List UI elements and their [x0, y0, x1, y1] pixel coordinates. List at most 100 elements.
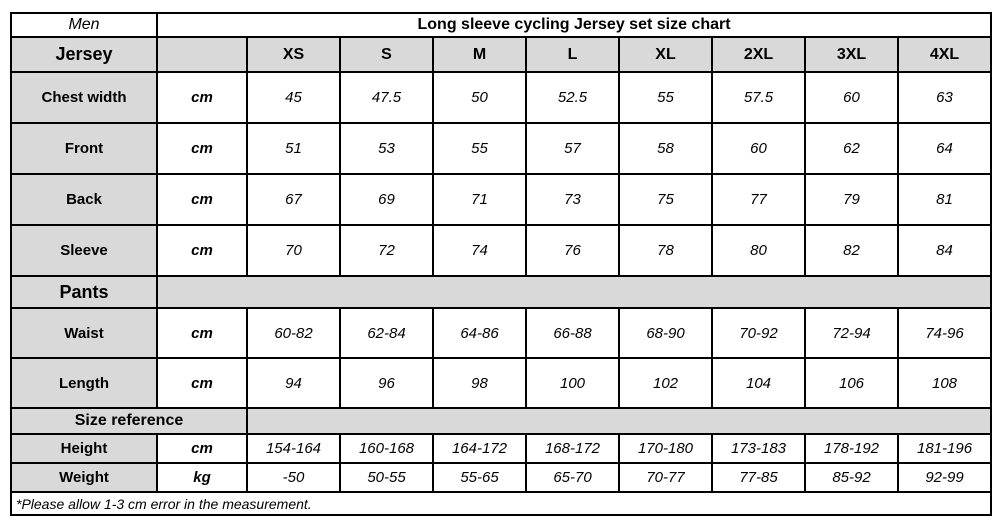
size-col-2xl: 2XL [711, 36, 806, 73]
size-col-xs: XS [246, 36, 341, 73]
unit-cell: cm [156, 122, 248, 175]
table-row-height: Height cm 154-164 160-168 164-172 168-17… [10, 433, 993, 464]
row-label-height: Height [10, 433, 158, 464]
value-cell: 60-82 [246, 307, 341, 359]
size-col-4xl: 4XL [896, 36, 993, 73]
size-col-3xl: 3XL [804, 36, 899, 73]
value-cell: 94 [246, 357, 341, 409]
row-label-weight: Weight [10, 462, 158, 493]
value-cell: 100 [525, 357, 620, 409]
value-cell: 69 [339, 173, 434, 226]
row-label-chest-width: Chest width [10, 71, 158, 124]
table-row-title: Men Long sleeve cycling Jersey set size … [10, 12, 993, 38]
value-cell: 47.5 [339, 71, 434, 124]
value-cell: 106 [804, 357, 899, 409]
pants-section-spacer [155, 275, 993, 309]
table-row-length: Length cm 94 96 98 100 102 104 106 108 [10, 357, 993, 409]
value-cell: 81 [896, 173, 993, 226]
value-cell: 62-84 [339, 307, 434, 359]
value-cell: 76 [525, 224, 620, 277]
value-cell: 82 [804, 224, 899, 277]
value-cell: 74 [432, 224, 527, 277]
footnote-text: *Please allow 1-3 cm error in the measur… [9, 491, 993, 516]
value-cell: 78 [618, 224, 713, 277]
value-cell: 67 [246, 173, 341, 226]
value-cell: 74-96 [896, 307, 993, 359]
row-label-back: Back [10, 173, 158, 226]
size-col-xl: XL [618, 36, 713, 73]
value-cell: 75 [618, 173, 713, 226]
unit-cell: cm [156, 307, 248, 359]
unit-cell: kg [156, 462, 248, 493]
value-cell: 85-92 [804, 462, 899, 493]
table-row-footnote: *Please allow 1-3 cm error in the measur… [9, 491, 993, 516]
value-cell: 50-55 [339, 462, 434, 493]
value-cell: 57.5 [711, 71, 806, 124]
table-row-pants-section: Pants [10, 275, 993, 309]
table-row-waist: Waist cm 60-82 62-84 64-86 66-88 68-90 7… [10, 307, 993, 359]
value-cell: 72 [339, 224, 434, 277]
value-cell: 45 [246, 71, 341, 124]
table-row-chest-width: Chest width cm 45 47.5 50 52.5 55 57.5 6… [10, 71, 993, 124]
value-cell: 60 [711, 122, 806, 175]
unit-cell: cm [156, 224, 248, 277]
value-cell: 70 [246, 224, 341, 277]
table-row-sleeve: Sleeve cm 70 72 74 76 78 80 82 84 [10, 224, 993, 277]
value-cell: 178-192 [804, 433, 899, 464]
unit-cell: cm [156, 433, 248, 464]
table-row-front: Front cm 51 53 55 57 58 60 62 64 [10, 122, 993, 175]
value-cell: 55 [432, 122, 527, 175]
value-cell: 173-183 [711, 433, 806, 464]
gender-label: Men [10, 12, 158, 38]
value-cell: 70-92 [711, 307, 806, 359]
size-col-m: M [432, 36, 527, 73]
row-label-length: Length [10, 357, 158, 409]
value-cell: 164-172 [432, 433, 527, 464]
empty-unit-header-cell [156, 36, 248, 73]
value-cell: -50 [246, 462, 341, 493]
value-cell: 80 [711, 224, 806, 277]
row-label-waist: Waist [10, 307, 158, 359]
value-cell: 98 [432, 357, 527, 409]
size-col-s: S [339, 36, 434, 73]
unit-cell: cm [156, 357, 248, 409]
value-cell: 73 [525, 173, 620, 226]
value-cell: 108 [896, 357, 993, 409]
value-cell: 72-94 [804, 307, 899, 359]
chart-title: Long sleeve cycling Jersey set size char… [155, 12, 993, 38]
section-label-jersey: Jersey [10, 36, 158, 73]
table-row-back: Back cm 67 69 71 73 75 77 79 81 [10, 173, 993, 226]
unit-cell: cm [156, 71, 248, 124]
value-cell: 57 [525, 122, 620, 175]
size-chart-table: Men Long sleeve cycling Jersey set size … [9, 12, 993, 516]
value-cell: 53 [339, 122, 434, 175]
size-col-l: L [525, 36, 620, 73]
value-cell: 104 [711, 357, 806, 409]
row-label-front: Front [10, 122, 158, 175]
value-cell: 62 [804, 122, 899, 175]
value-cell: 66-88 [525, 307, 620, 359]
value-cell: 168-172 [525, 433, 620, 464]
value-cell: 64 [896, 122, 993, 175]
value-cell: 60 [804, 71, 899, 124]
table-row-size-reference: Size reference [10, 407, 993, 435]
value-cell: 92-99 [896, 462, 993, 493]
section-label-pants: Pants [10, 275, 158, 309]
value-cell: 68-90 [618, 307, 713, 359]
value-cell: 84 [896, 224, 993, 277]
value-cell: 63 [896, 71, 993, 124]
value-cell: 77-85 [711, 462, 806, 493]
value-cell: 77 [711, 173, 806, 226]
section-label-size-reference: Size reference [10, 407, 248, 435]
value-cell: 79 [804, 173, 899, 226]
value-cell: 181-196 [896, 433, 993, 464]
table-row-weight: Weight kg -50 50-55 55-65 65-70 70-77 77… [10, 462, 993, 493]
value-cell: 160-168 [339, 433, 434, 464]
value-cell: 102 [618, 357, 713, 409]
value-cell: 55 [618, 71, 713, 124]
value-cell: 51 [246, 122, 341, 175]
value-cell: 50 [432, 71, 527, 124]
value-cell: 70-77 [618, 462, 713, 493]
value-cell: 170-180 [618, 433, 713, 464]
